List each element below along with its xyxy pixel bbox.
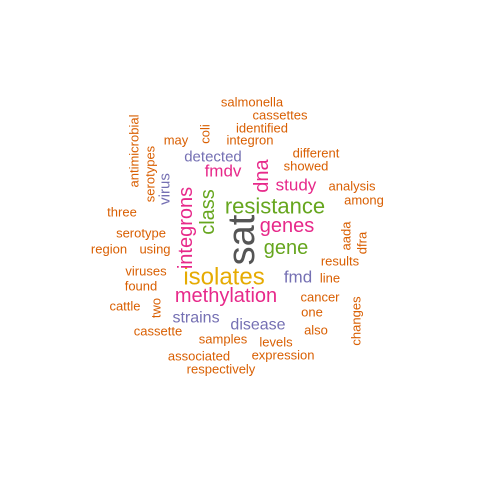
word-methylation: methylation <box>175 285 277 307</box>
word-disease: disease <box>230 317 285 334</box>
word-strains: strains <box>172 310 219 327</box>
word-antimicrobial: antimicrobial <box>127 114 142 187</box>
word-also: also <box>304 323 328 338</box>
word-analysis: analysis <box>329 179 376 194</box>
word-virus: virus <box>157 173 174 205</box>
word-one: one <box>301 305 323 320</box>
word-showed: showed <box>284 159 329 174</box>
word-changes: changes <box>349 296 364 346</box>
word-genes: genes <box>260 215 315 237</box>
word-three: three <box>107 205 137 220</box>
word-cassette: cassette <box>134 324 182 339</box>
word-dfra: dfra <box>355 231 370 254</box>
word-integrons: integrons <box>175 187 197 269</box>
word-cancer: cancer <box>300 290 340 305</box>
word-resistance: resistance <box>225 194 325 219</box>
word-integron: integron <box>227 133 274 148</box>
word-serotypes: serotypes <box>143 145 158 202</box>
word-cattle: cattle <box>109 299 140 314</box>
word-cassettes: cassettes <box>253 108 308 123</box>
word-fmdv: fmdv <box>205 162 242 181</box>
word-viruses: viruses <box>125 264 167 279</box>
word-samples: samples <box>199 332 248 347</box>
word-fmd: fmd <box>284 268 312 287</box>
word-region: region <box>91 242 127 257</box>
word-using: using <box>139 242 170 257</box>
word-associated: associated <box>168 349 230 364</box>
word-two: two <box>149 298 164 318</box>
word-found: found <box>125 279 158 294</box>
word-expression: expression <box>252 348 315 363</box>
word-salmonella: salmonella <box>221 95 284 110</box>
word-detected: detected <box>184 149 242 166</box>
word-results: results <box>321 254 360 269</box>
word-coli: coli <box>198 124 213 144</box>
word-respectively: respectively <box>187 362 256 377</box>
word-levels: levels <box>259 335 293 350</box>
word-dna: dna <box>251 158 273 192</box>
word-isolates: isolates <box>183 264 264 291</box>
word-gene: gene <box>264 237 309 259</box>
word-sat: sat <box>221 214 263 265</box>
word-different: different <box>293 146 340 161</box>
word-study: study <box>276 176 317 195</box>
word-class: class <box>197 189 219 235</box>
word-may: may <box>164 133 189 148</box>
word-serotype: serotype <box>116 226 166 241</box>
word-identified: identified <box>236 121 288 136</box>
word-aada: aada <box>339 221 354 251</box>
word-among: among <box>344 193 384 208</box>
word-line: line <box>320 271 340 286</box>
